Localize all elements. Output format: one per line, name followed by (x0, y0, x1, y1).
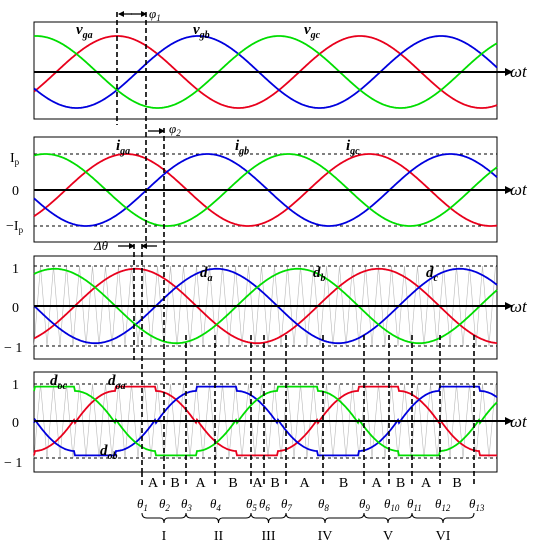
tick-neg-one-3: − 1 (4, 341, 22, 356)
panel-3-frame (33, 255, 498, 360)
i-wave-c (33, 153, 498, 227)
i-wave-a (33, 153, 498, 227)
sector-brace (411, 512, 475, 524)
label-phi1: φ1 (149, 6, 161, 23)
sector-label: IV (318, 529, 333, 544)
tick-neg-ip: −Ip (6, 219, 24, 235)
d-wave-b (33, 267, 498, 345)
axis-label-1: ωt (510, 62, 528, 81)
segment-letter: A (421, 476, 432, 491)
guide-layer (34, 153, 497, 459)
do-wave-b (33, 385, 498, 457)
v-wave-c (34, 35, 498, 109)
tick-zero-4: 0 (12, 416, 19, 431)
do-wave-c (33, 385, 498, 457)
label-phi2: φ2 (169, 121, 181, 138)
curve-layer (33, 35, 498, 457)
sector-brace (250, 512, 287, 524)
segment-letter: B (270, 476, 279, 491)
d-wave-a (33, 267, 498, 345)
theta-label: θ11 (407, 496, 422, 513)
theta-label: θ1 (137, 496, 148, 513)
theta-label: θ4 (210, 496, 221, 513)
sector-label: VI (436, 529, 451, 544)
theta-label: θ10 (384, 496, 400, 513)
label-doc: doc (50, 373, 68, 392)
sector-brace (185, 512, 252, 524)
v-wave-b (33, 35, 498, 109)
theta-label: θ6 (259, 496, 270, 513)
theta-label: θ13 (469, 496, 485, 513)
theta-label: θ3 (181, 496, 192, 513)
tick-neg-one-4: − 1 (4, 456, 22, 471)
sector-label: V (383, 529, 393, 544)
theta-label-layer: θ1 θ2 θ3 θ4 θ5 θ6 θ7 θ8 θ9 θ10 θ11 θ12 θ13 (137, 496, 485, 513)
sector-brace (363, 512, 413, 524)
segment-letter: A (148, 476, 159, 491)
panel-1-frame (33, 21, 498, 120)
label-igc: igc (346, 138, 360, 157)
label-doa: doa (108, 373, 126, 392)
d-wave-c (33, 267, 498, 345)
segment-letter: B (228, 476, 237, 491)
theta-label: θ7 (281, 496, 292, 513)
sector-label: I (162, 529, 167, 544)
do-wave-a (33, 385, 497, 457)
tick-ip: Ip (10, 151, 20, 167)
segment-letter: B (339, 476, 348, 491)
segment-letter: B (170, 476, 179, 491)
axis-label-2: ωt (510, 180, 528, 199)
i-wave-b (33, 153, 498, 227)
segment-letter: A (299, 476, 310, 491)
axis-label-4: ωt (510, 412, 528, 431)
label-dob: dob (100, 443, 118, 462)
tick-one-4: 1 (12, 378, 19, 393)
sector-label: III (262, 529, 276, 544)
label-vgc: vgc (304, 22, 321, 41)
segment-letter: A (252, 476, 263, 491)
segment-letter: A (195, 476, 206, 491)
label-vga: vga (76, 22, 93, 41)
tick-one-3: 1 (12, 262, 19, 277)
segment-letter: A (371, 476, 382, 491)
sector-brace (141, 512, 187, 524)
axis-layer (34, 68, 513, 425)
segment-letter: B (452, 476, 461, 491)
theta-label: θ9 (359, 496, 370, 513)
tick-zero-3: 0 (12, 301, 19, 316)
label-dc: dc (426, 265, 439, 284)
label-delta-theta: Δθ (93, 238, 109, 253)
theta-label: θ2 (159, 496, 170, 513)
label-db: db (313, 265, 326, 284)
theta-label: θ5 (246, 496, 257, 513)
theta-label: θ8 (318, 496, 329, 513)
label-vgb: vgb (193, 22, 210, 41)
sector-brace (285, 512, 365, 524)
label-da: da (200, 265, 213, 284)
segment-letter: B (396, 476, 405, 491)
axis-label-3: ωt (510, 297, 528, 316)
label-iga: iga (116, 138, 130, 157)
tick-zero-2: 0 (12, 184, 19, 199)
sector-label: II (214, 529, 224, 544)
theta-label: θ12 (435, 496, 451, 513)
label-igb: igb (235, 138, 249, 157)
sector-brace-layer: I II III IV V VI (141, 512, 475, 544)
vline-layer (116, 12, 475, 485)
